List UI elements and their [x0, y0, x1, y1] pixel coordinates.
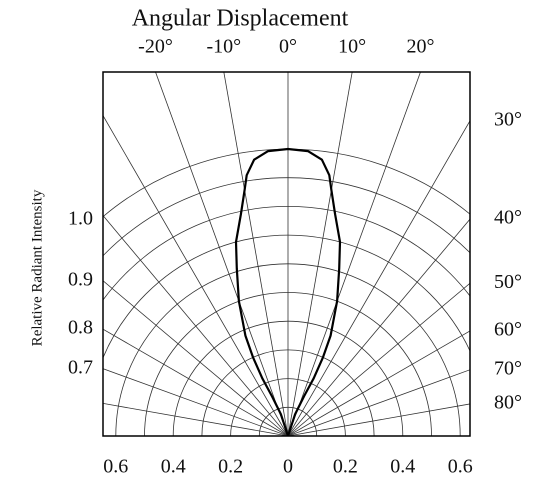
plot-frame [102, 71, 471, 437]
top-tick-label: 10° [338, 36, 366, 58]
side-tick-label: 40° [494, 207, 522, 229]
grid-radial [103, 328, 289, 436]
top-tick-label: 20° [406, 36, 434, 58]
top-tick-label: -10° [206, 36, 241, 58]
grid-radial [103, 368, 289, 436]
side-tick-label: 30° [494, 108, 522, 130]
left-label: 1.0 [68, 208, 93, 230]
side-tick-label: 80° [494, 392, 522, 414]
grid-radial [287, 403, 470, 436]
left-label: 0.8 [68, 317, 93, 339]
grid-radial [287, 218, 470, 436]
x-tick-label: 0.4 [161, 456, 186, 478]
left-label: 0.9 [68, 269, 93, 291]
x-tick-label: 0.2 [333, 456, 358, 478]
x-tick-label: 0.6 [448, 456, 473, 478]
y-axis-label: Relative Radiant Intensity [29, 189, 45, 346]
grid-radial [155, 72, 289, 436]
grid-radial [287, 72, 353, 436]
top-tick-label: -20° [138, 36, 173, 58]
grid-arc [103, 177, 470, 257]
x-tick-label: 0 [283, 456, 293, 478]
grid-radial [223, 72, 289, 436]
top-tick-label: 0° [279, 36, 297, 58]
x-tick-label: 0.4 [390, 456, 415, 478]
x-tick-label: 0.2 [218, 456, 243, 478]
side-tick-label: 60° [494, 319, 522, 341]
grid-radial [103, 402, 289, 436]
grid-radial [287, 330, 470, 436]
side-tick-label: 50° [494, 271, 522, 293]
left-label: 0.7 [68, 357, 93, 379]
grid-radial [287, 72, 421, 436]
grid-radial [103, 280, 289, 436]
grid-radial [287, 119, 470, 436]
grid-radial [103, 114, 289, 436]
intensity-curve [234, 147, 342, 437]
grid-radial [287, 282, 470, 436]
chart-title: Angular Displacement [132, 6, 349, 32]
grid-radial [287, 369, 470, 436]
side-tick-label: 70° [494, 357, 522, 379]
x-tick-label: 0.6 [103, 456, 128, 478]
marks [234, 147, 342, 437]
